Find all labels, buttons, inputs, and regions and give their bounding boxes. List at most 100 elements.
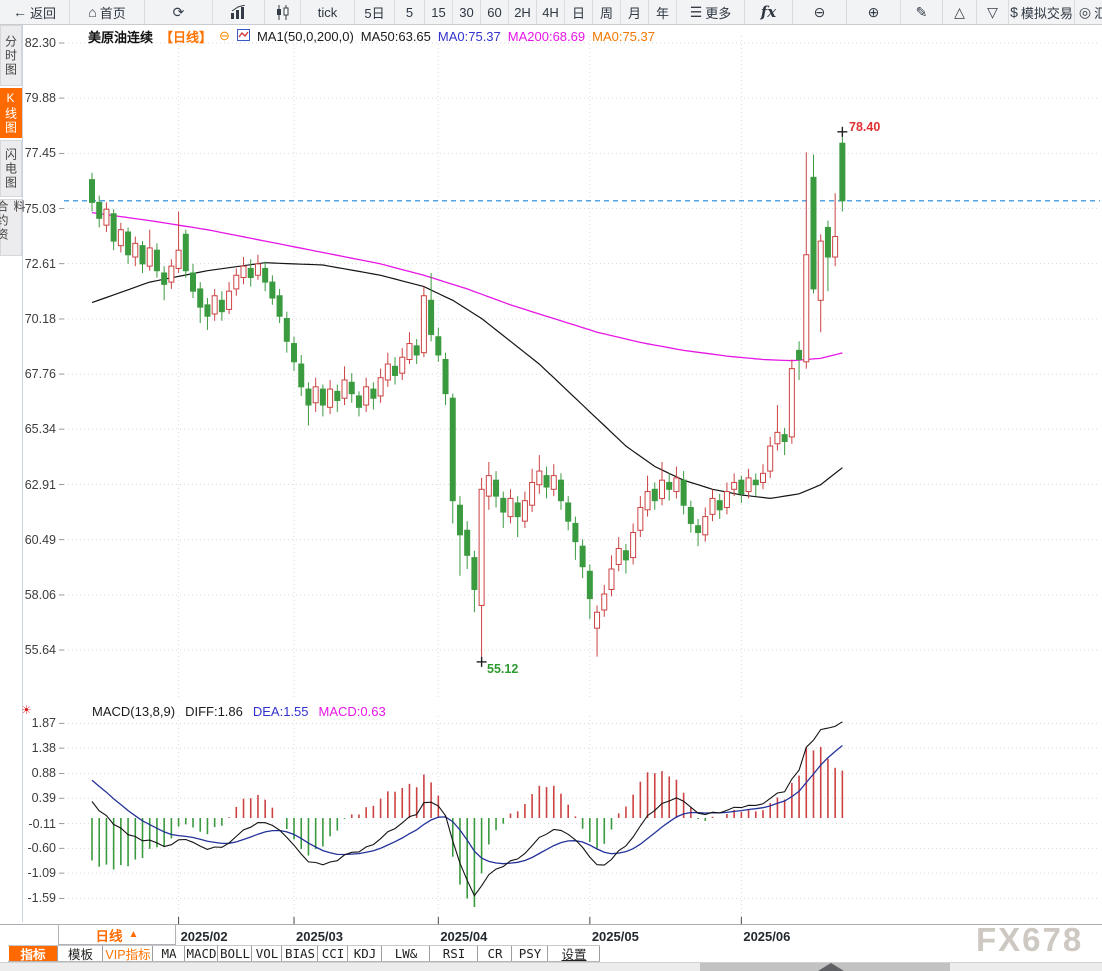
x-axis-date-label: 2025/02 bbox=[180, 929, 228, 944]
toolbar-item-label: 15 bbox=[431, 4, 446, 20]
toolbar-item-label: 4H bbox=[542, 4, 559, 20]
horizontal-scrollbar[interactable] bbox=[0, 962, 1102, 971]
macd-diff-line bbox=[91, 721, 843, 897]
tab-bias[interactable]: BIAS bbox=[282, 946, 318, 961]
macd-axis-tick: 1.87 bbox=[31, 716, 56, 731]
timeframe-5m-button[interactable]: 5 bbox=[395, 0, 425, 24]
price-axis-tick: 65.34 bbox=[24, 422, 56, 437]
toolbar-item-label: 周 bbox=[599, 5, 613, 21]
zoom-in-icon: ⊕ bbox=[867, 4, 880, 20]
timeframe-month-button[interactable]: 月 bbox=[621, 0, 649, 24]
macd-axis-tick: 0.88 bbox=[31, 766, 56, 781]
sim-trade-button[interactable]: $ 模拟交易 bbox=[1009, 0, 1075, 24]
timeframe-week-button[interactable]: 周 bbox=[593, 0, 621, 24]
triangle-up-button[interactable]: △ bbox=[943, 0, 977, 24]
sidebar-tab-contract-info[interactable]: 合约资料 bbox=[0, 199, 26, 256]
macd-title: MACD(13,8,9) bbox=[92, 704, 176, 719]
tab-boll[interactable]: BOLL bbox=[218, 946, 252, 961]
tab-settings[interactable]: 设置 bbox=[548, 946, 600, 962]
candle-chart-button[interactable] bbox=[265, 0, 301, 24]
back-button[interactable]: ← 返回 bbox=[0, 0, 70, 24]
sidebar-tab-kline-chart[interactable]: K线图 bbox=[0, 88, 22, 138]
sim-trade-icon: $ bbox=[1010, 4, 1018, 20]
draw-pencil-button[interactable]: ✎ bbox=[901, 0, 943, 24]
huitong-button[interactable]: ◎汇通 bbox=[1075, 0, 1102, 24]
macd-axis-tick: 1.38 bbox=[31, 741, 56, 756]
macd-axis-tick: -1.09 bbox=[27, 866, 57, 881]
tab-macd[interactable]: MACD bbox=[185, 946, 218, 961]
toolbar-item-label: 模拟交易 bbox=[1020, 5, 1073, 21]
toolbar-item-label: 月 bbox=[627, 5, 641, 21]
macd-axis-tick: 0.39 bbox=[31, 791, 56, 806]
toolbar-item-label: 返回 bbox=[29, 5, 56, 21]
fx-icon: fx bbox=[760, 3, 777, 21]
draw-pencil-icon: ✎ bbox=[915, 4, 928, 20]
tab-indicator[interactable]: 指标 bbox=[8, 946, 58, 962]
ma-chart-icon[interactable] bbox=[236, 28, 250, 44]
collapse-icon[interactable]: ⊖ bbox=[219, 28, 230, 43]
price-chart-header: 美原油连续 【日线】 ⊖ MA1(50,0,200,0) MA50:63.65 … bbox=[88, 28, 655, 45]
refresh-button[interactable]: ⟳ bbox=[145, 0, 213, 24]
tab-cr[interactable]: CR bbox=[478, 946, 512, 961]
timeframe-30m-button[interactable]: 30 bbox=[453, 0, 481, 24]
tab-rsi[interactable]: RSI bbox=[430, 946, 478, 961]
price-axis-tick: 79.88 bbox=[24, 91, 56, 106]
macd-diff-value: DIFF:1.86 bbox=[185, 704, 243, 719]
period-selector[interactable]: 日线 ▲ bbox=[58, 924, 176, 945]
tab-kdj[interactable]: KDJ bbox=[348, 946, 382, 961]
toolbar-item-label: 2H bbox=[514, 4, 531, 20]
triangle-down-icon: ▽ bbox=[987, 4, 998, 20]
timeframe-4h-button[interactable]: 4H bbox=[537, 0, 565, 24]
macd-axis-tick: -0.60 bbox=[27, 841, 57, 856]
tab-lwr[interactable]: LW& bbox=[382, 946, 430, 961]
timeframe-day-button[interactable]: 日 bbox=[565, 0, 593, 24]
price-axis-tick: 82.30 bbox=[24, 36, 56, 50]
candlestick-series[interactable] bbox=[89, 131, 846, 662]
tab-ma[interactable]: MA bbox=[153, 946, 185, 961]
ma50-value: MA50:63.65 bbox=[360, 28, 431, 44]
zoom-out-button[interactable]: ⊖ bbox=[793, 0, 847, 24]
macd-histogram[interactable] bbox=[91, 746, 844, 907]
macd-macd-value: MACD:0.63 bbox=[318, 704, 386, 719]
timeframe-2h-button[interactable]: 2H bbox=[509, 0, 537, 24]
huitong-icon: ◎ bbox=[1078, 4, 1092, 20]
indicator-sun-icon[interactable]: ☀ bbox=[21, 703, 32, 717]
triangle-up-icon: △ bbox=[954, 4, 965, 20]
timeframe-tick-button[interactable]: tick bbox=[301, 0, 355, 24]
high-price-annotation: 78.40 bbox=[849, 120, 881, 134]
x-axis-date-label: 2025/06 bbox=[743, 929, 791, 944]
home-button[interactable]: ⌂ 首页 bbox=[70, 0, 145, 24]
scrollbar-arrow-icon[interactable] bbox=[818, 963, 844, 971]
price-axis-tick: 60.49 bbox=[24, 532, 56, 547]
zoom-in-button[interactable]: ⊕ bbox=[847, 0, 901, 24]
tab-template[interactable]: 模板 bbox=[58, 946, 103, 962]
period-badge: 【日线】 bbox=[160, 29, 213, 45]
bar-chart-button[interactable] bbox=[213, 0, 265, 24]
timeframe-60m-button[interactable]: 60 bbox=[481, 0, 509, 24]
tab-psy[interactable]: PSY bbox=[512, 946, 548, 961]
price-axis-tick: 67.76 bbox=[24, 367, 56, 382]
timeframe-year-button[interactable]: 年 bbox=[649, 0, 677, 24]
price-axis-tick: 55.64 bbox=[24, 643, 56, 658]
toolbar-item-label: 30 bbox=[459, 4, 474, 20]
timeframe-5d-button[interactable]: 5日 bbox=[355, 0, 395, 24]
price-axis-tick: 77.45 bbox=[24, 146, 56, 161]
toolbar-item-label: 5日 bbox=[364, 5, 385, 21]
symbol-name: 美原油连续 bbox=[88, 29, 154, 45]
toolbar-item-label: 5 bbox=[405, 4, 414, 20]
ma200-value: MA200:68.69 bbox=[507, 28, 586, 44]
tab-vip-indicator[interactable]: VIP指标 bbox=[103, 946, 153, 962]
price-axis-tick: 72.61 bbox=[24, 256, 56, 271]
x-axis-date-label: 2025/05 bbox=[591, 929, 639, 944]
more-button[interactable]: ☰ 更多 bbox=[677, 0, 745, 24]
timeframe-15m-button[interactable]: 15 bbox=[425, 0, 453, 24]
triangle-down-button[interactable]: ▽ bbox=[977, 0, 1009, 24]
sidebar-tab-time-chart[interactable]: 分时图 bbox=[0, 25, 22, 86]
toolbar-item-label: 日 bbox=[571, 5, 585, 21]
tab-vol[interactable]: VOL bbox=[252, 946, 282, 961]
indicator-fx-button[interactable]: fx bbox=[745, 0, 793, 24]
macd-axis-tick: -0.11 bbox=[28, 816, 56, 831]
sidebar-tab-flash-chart[interactable]: 闪电图 bbox=[0, 140, 22, 197]
tab-cci[interactable]: CCI bbox=[318, 946, 348, 961]
